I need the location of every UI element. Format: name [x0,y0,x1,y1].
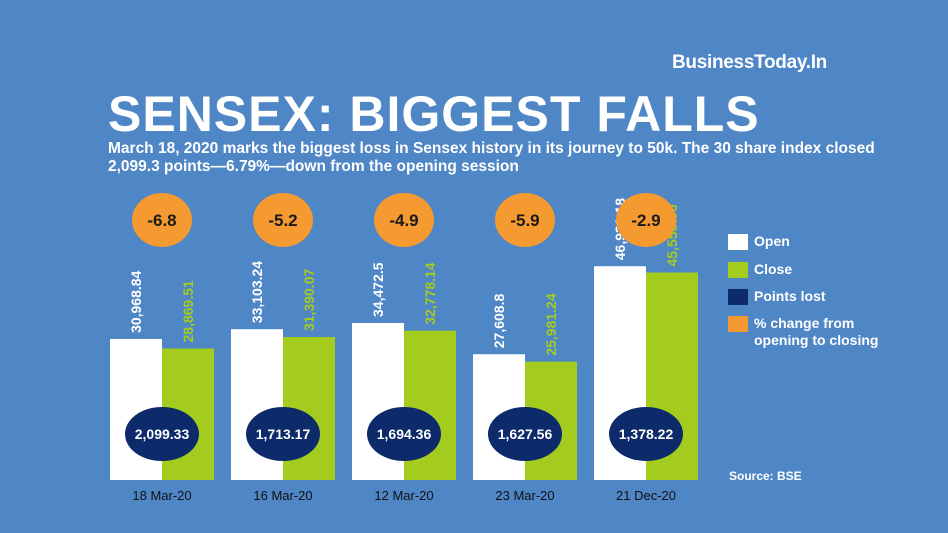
legend-swatch-close [728,262,748,278]
points-lost-badge [367,407,441,461]
data-label-open: 30,968.84 [128,270,144,332]
legend-label-open: Open [754,233,790,249]
data-label-open: 27,608.8 [491,294,507,349]
data-label-close: 28,869.51 [180,280,196,342]
legend-label-points-lost: Points lost [754,288,826,304]
legend-swatch-open [728,234,748,250]
pct-change-label: -5.9 [510,211,539,230]
category-label: 16 Mar-20 [253,488,312,503]
legend-label-pct-change: % change from opening to closing [754,315,879,348]
source-note: Source: BSE [729,469,802,483]
chart-title: SENSEX: BIGGEST FALLS [108,86,760,142]
points-lost-badge [125,407,199,461]
points-lost-label: 1,627.56 [498,426,553,442]
points-lost-badge [609,407,683,461]
chart-subtitle: March 18, 2020 marks the biggest loss in… [108,140,875,175]
pct-change-badge [132,193,192,247]
pct-change-badge [253,193,313,247]
pct-change-label: -6.8 [147,211,176,230]
pct-change-label: -4.9 [389,211,418,230]
points-lost-badge [488,407,562,461]
legend-label-close: Close [754,261,793,277]
pct-change-badge [616,193,676,247]
category-label: 21 Dec-20 [616,488,676,503]
legend-item-close: Close [728,261,904,278]
legend-item-open: Open [728,233,904,250]
points-lost-badge [246,407,320,461]
legend-swatch-pct-change [728,316,748,332]
points-lost-label: 1,378.22 [619,426,674,442]
points-lost-label: 2,099.33 [135,426,190,442]
data-label-close: 31,390.07 [301,269,317,331]
data-label-close: 25,981.24 [543,293,559,355]
category-label: 12 Mar-20 [374,488,433,503]
data-label-open: 33,103.24 [249,261,265,323]
pct-change-badge [374,193,434,247]
category-label: 18 Mar-20 [132,488,191,503]
points-lost-label: 1,713.17 [256,426,311,442]
data-label-open: 34,472.5 [370,262,386,317]
data-label-close: 32,778.14 [422,262,438,324]
legend-item-pct-change: % change from opening to closing [728,315,904,349]
legend-item-points-lost: Points lost [728,288,904,305]
pct-change-label: -2.9 [631,211,660,230]
category-label: 23 Mar-20 [495,488,554,503]
brand-logo: BusinessToday.In [672,52,827,73]
pct-change-label: -5.2 [268,211,297,230]
pct-change-badge [495,193,555,247]
points-lost-label: 1,694.36 [377,426,432,442]
legend-swatch-points-lost [728,289,748,305]
